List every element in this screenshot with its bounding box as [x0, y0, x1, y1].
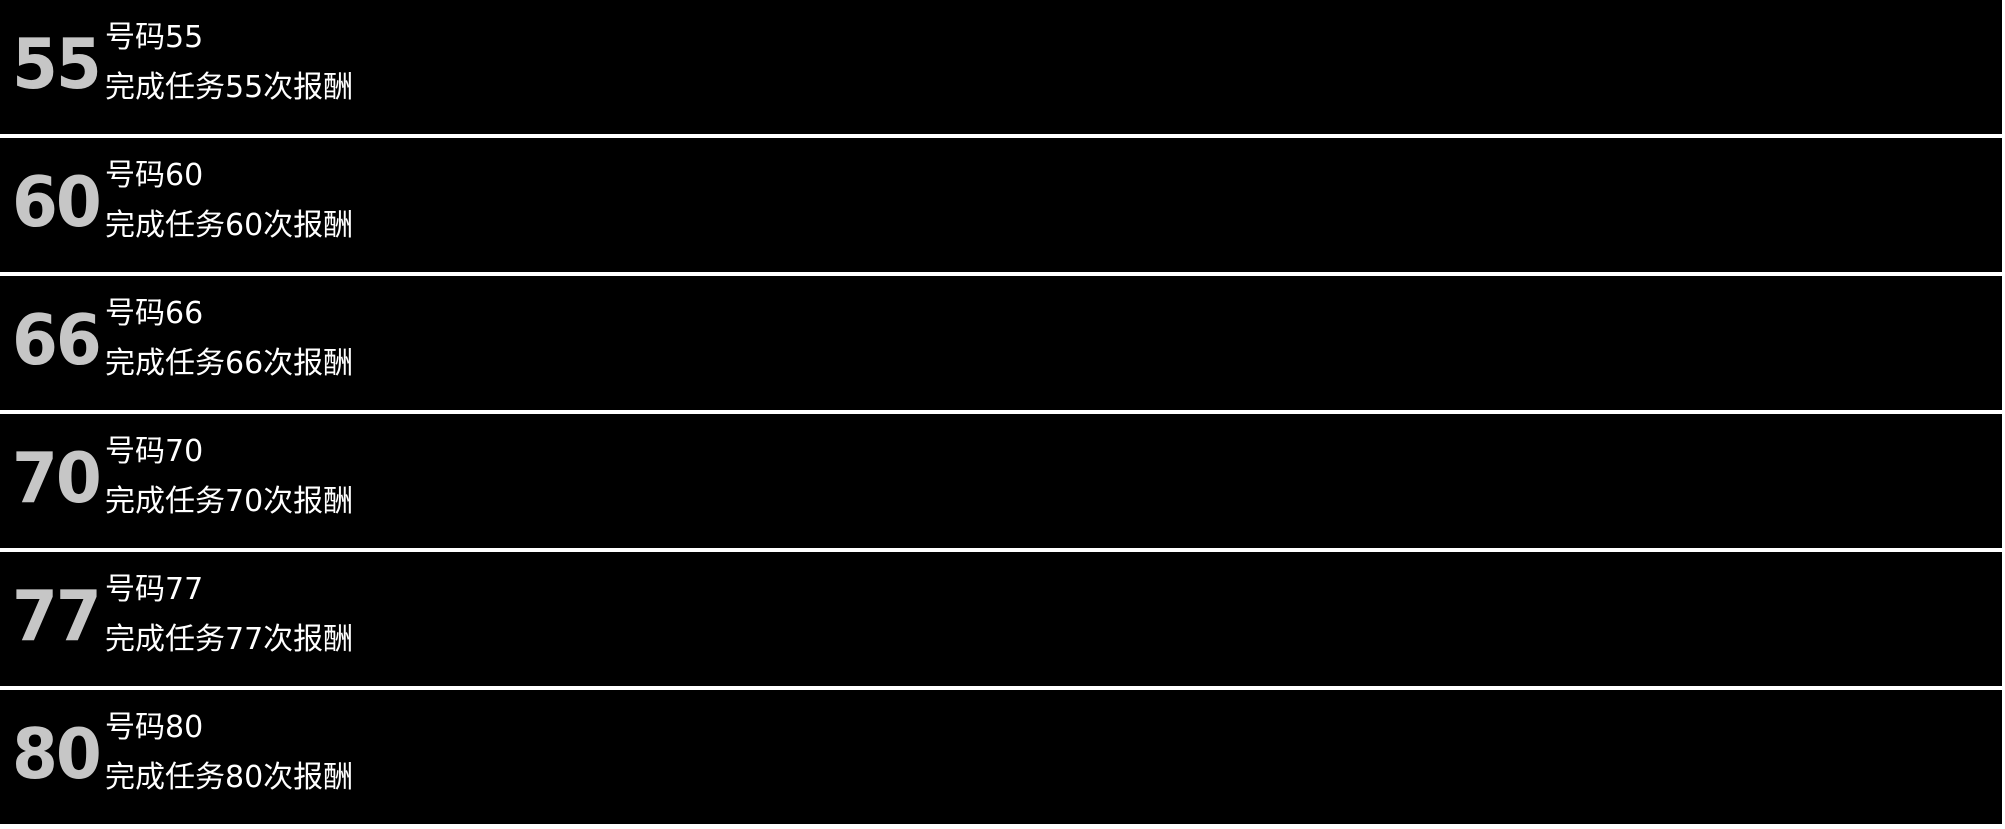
- number-badge-icon: 80: [12, 714, 102, 795]
- list-item[interactable]: 60 号码60 完成任务60次报酬: [0, 138, 2002, 272]
- item-title: 号码60: [105, 158, 204, 193]
- number-badge-icon: 66: [12, 300, 102, 381]
- number-badge-icon: 77: [12, 576, 102, 657]
- item-description: 完成任务77次报酬: [105, 622, 354, 657]
- item-title: 号码80: [105, 710, 204, 745]
- list-item[interactable]: 70 号码70 完成任务70次报酬: [0, 414, 2002, 548]
- item-title: 号码55: [105, 20, 204, 55]
- item-description: 完成任务80次报酬: [105, 760, 354, 795]
- number-badge-icon: 60: [12, 162, 102, 243]
- list-item[interactable]: 80 号码80 完成任务80次报酬: [0, 690, 2002, 824]
- item-title: 号码66: [105, 296, 204, 331]
- number-badge-icon: 55: [12, 24, 102, 105]
- item-title: 号码77: [105, 572, 204, 607]
- list-item[interactable]: 77 号码77 完成任务77次报酬: [0, 552, 2002, 686]
- item-description: 完成任务55次报酬: [105, 70, 354, 105]
- list-item[interactable]: 55 号码55 完成任务55次报酬: [0, 0, 2002, 134]
- number-badge-icon: 70: [12, 438, 102, 519]
- item-description: 完成任务70次报酬: [105, 484, 354, 519]
- item-description: 完成任务60次报酬: [105, 208, 354, 243]
- list-item[interactable]: 66 号码66 完成任务66次报酬: [0, 276, 2002, 410]
- item-description: 完成任务66次报酬: [105, 346, 354, 381]
- item-title: 号码70: [105, 434, 204, 469]
